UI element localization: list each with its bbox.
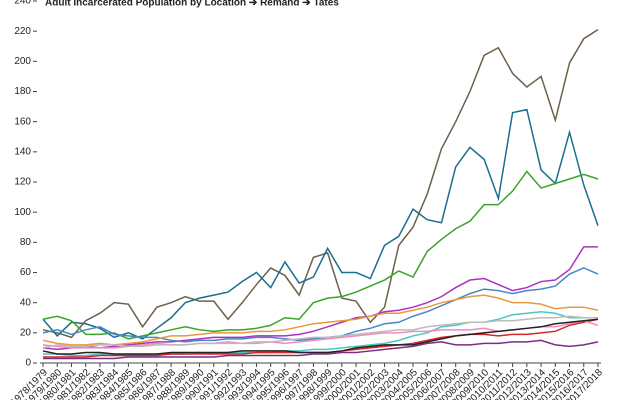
y-tick-label: 240: [14, 0, 31, 7]
y-tick-label: 160: [14, 116, 31, 127]
y-tick-label: 120: [14, 177, 31, 188]
series-line: [43, 310, 598, 357]
series-line: [42, 170, 599, 340]
series-line: [42, 29, 599, 339]
series-line: [42, 267, 599, 343]
series-line: [42, 318, 599, 355]
chart-title: Adult Incarcerated Population by Locatio…: [45, 0, 339, 9]
y-tick-label: 80: [20, 237, 32, 248]
series-line: [42, 294, 599, 346]
y-tick-label: 0: [25, 358, 31, 369]
y-tick-label: 60: [20, 267, 32, 278]
y-tick-label: 200: [14, 56, 31, 67]
series-line: [42, 315, 598, 349]
series-line: [43, 339, 599, 360]
series-line: [42, 246, 598, 351]
y-tick-label: 20: [20, 327, 32, 338]
y-tick-label: 180: [14, 86, 31, 97]
y-tick-label: 100: [14, 207, 31, 218]
y-tick-label: 40: [20, 297, 32, 308]
y-tick-label: 220: [14, 26, 31, 37]
y-tick-label: 140: [14, 146, 31, 157]
